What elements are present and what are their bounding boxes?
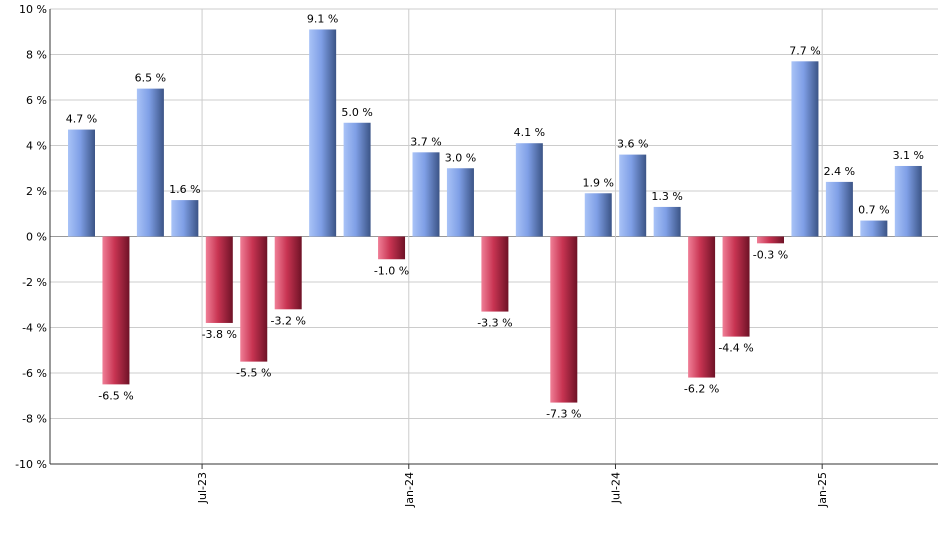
y-tick-label: -4 %	[22, 322, 47, 335]
bar-value-label: 3.6 %	[617, 138, 648, 151]
y-tick-label: 6 %	[26, 94, 47, 107]
y-tick-label: -6 %	[22, 367, 47, 380]
bar-value-label: 4.1 %	[514, 126, 545, 139]
bar	[171, 200, 199, 237]
bar-value-label: -3.3 %	[477, 317, 512, 330]
bar	[722, 236, 750, 337]
bar	[412, 152, 440, 237]
bar-value-label: 6.5 %	[135, 72, 166, 85]
bar-value-label: 3.7 %	[410, 135, 441, 148]
bar-value-label: -6.2 %	[684, 383, 719, 396]
bar-value-label: 1.9 %	[583, 176, 614, 189]
bar-value-label: -3.2 %	[270, 314, 305, 327]
bar-value-label: 1.3 %	[651, 190, 682, 203]
bar-value-label: 4.7 %	[66, 113, 97, 126]
y-tick-label: 4 %	[26, 140, 47, 153]
bars-layer	[68, 29, 922, 403]
bar-value-label: -7.3 %	[546, 408, 581, 421]
bar	[791, 61, 819, 237]
axis-layer: -10 % -8 % -6 % -4 % -2 % 0 % 2 % 4 % 6 % 8 % 10 %…	[15, 3, 938, 508]
y-tick-label: 10 %	[19, 3, 47, 16]
bar	[481, 236, 509, 312]
bar-value-label: 5.0 %	[341, 106, 372, 119]
x-tick-label: Jul-24	[609, 472, 622, 504]
bar	[860, 220, 888, 237]
y-tick-label: -2 %	[22, 276, 47, 289]
bar-value-label: 3.1 %	[893, 149, 924, 162]
bar-value-label: -6.5 %	[98, 389, 133, 402]
bar	[757, 236, 784, 244]
y-tick-label: 8 %	[26, 49, 47, 62]
bar	[550, 236, 578, 403]
bar	[68, 129, 95, 237]
bar-value-label: 3.0 %	[445, 151, 476, 164]
bar-value-label: -1.0 %	[374, 264, 409, 277]
value-labels-layer: 4.7 % -6.5 % 6.5 % 1.6 % -3.8 % -5.5 % -3.2 % 9…	[66, 12, 924, 420]
bar	[205, 236, 233, 323]
x-tick-label: Jul-23	[196, 472, 209, 504]
bar-value-label: -3.8 %	[202, 328, 237, 341]
bar-value-label: 0.7 %	[858, 204, 889, 217]
bar	[653, 206, 681, 237]
bar	[378, 236, 406, 260]
x-tick-label: Jan-24	[403, 472, 416, 508]
bar	[894, 165, 922, 237]
bar-value-label: 1.6 %	[169, 183, 200, 196]
x-tick-label: Jan-25	[816, 472, 829, 508]
bar-value-label: 2.4 %	[824, 165, 855, 178]
bar	[446, 168, 474, 237]
bar	[619, 154, 647, 237]
y-tick-label: 0 %	[26, 231, 47, 244]
bar	[343, 122, 371, 237]
bar-value-label: -4.4 %	[718, 342, 753, 355]
bar	[515, 143, 543, 237]
bar	[688, 236, 716, 378]
bar-value-label: -5.5 %	[236, 367, 271, 380]
bar-value-label: 9.1 %	[307, 12, 338, 25]
bar	[309, 29, 337, 237]
y-tick-label: 2 %	[26, 185, 47, 198]
bar	[136, 88, 164, 237]
bar	[102, 236, 130, 385]
bar-value-label: 7.7 %	[789, 44, 820, 57]
bar-value-label: -0.3 %	[753, 248, 788, 261]
bar	[274, 236, 302, 310]
bar	[825, 181, 853, 237]
bar	[240, 236, 268, 362]
y-tick-label: -8 %	[22, 413, 47, 426]
bar	[584, 193, 612, 237]
y-tick-label: -10 %	[15, 458, 47, 471]
